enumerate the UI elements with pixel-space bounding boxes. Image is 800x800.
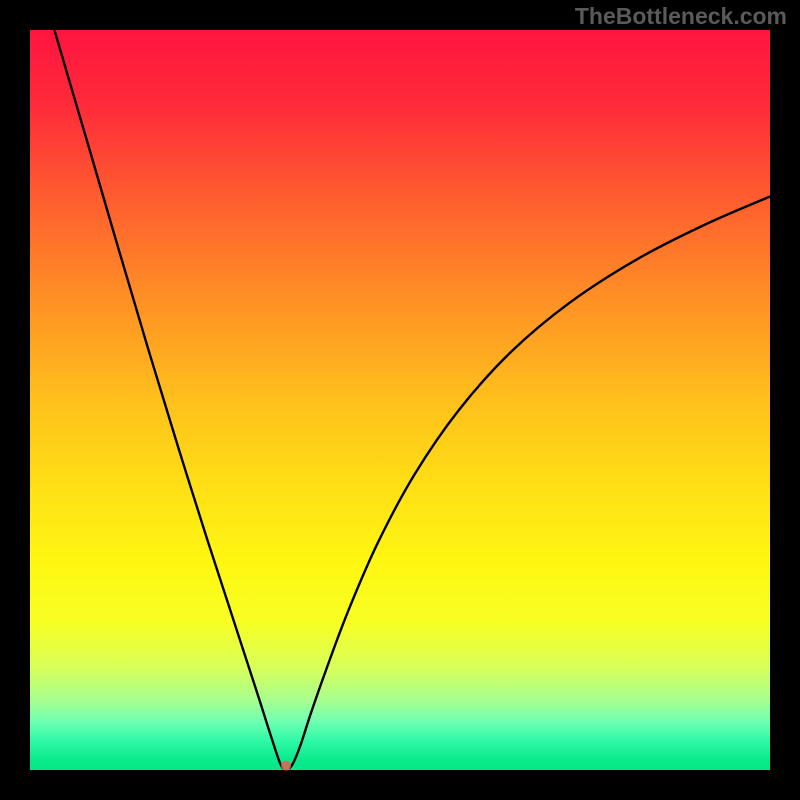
bottleneck-marker xyxy=(281,761,291,771)
bottleneck-chart xyxy=(0,0,800,800)
plot-background xyxy=(30,30,770,770)
chart-stage: TheBottleneck.com xyxy=(0,0,800,800)
